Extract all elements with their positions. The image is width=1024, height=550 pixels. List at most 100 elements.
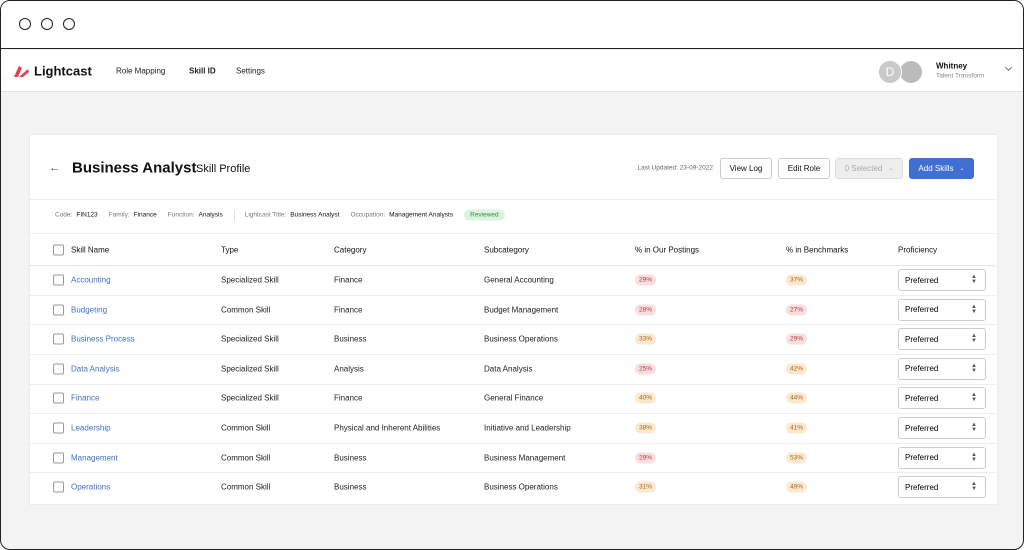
skill-link[interactable]: Finance bbox=[71, 393, 100, 403]
select-arrows: ▲ ▼ bbox=[971, 274, 977, 285]
meta-value: Business Analyst bbox=[290, 211, 340, 219]
skill-link[interactable]: Management bbox=[71, 453, 118, 463]
proficiency-select[interactable]: Preferred ▲ ▼ bbox=[898, 476, 986, 499]
cell-text: Initiative and Leadership bbox=[484, 423, 571, 433]
avatar bbox=[899, 60, 923, 84]
meta-label: Lightcast Title: bbox=[244, 211, 287, 219]
column-header: Proficiency bbox=[898, 245, 938, 255]
percent-badge: 28% bbox=[635, 304, 657, 316]
select-value: Preferred bbox=[905, 305, 939, 315]
avatar[interactable]: D bbox=[878, 60, 902, 84]
cell-text: Specialized Skill bbox=[221, 393, 279, 403]
select-arrows: ▲ ▼ bbox=[971, 362, 977, 374]
percent-badge: 41% bbox=[786, 422, 808, 434]
nav-link[interactable]: Role Mapping bbox=[116, 66, 166, 76]
skill-link[interactable]: Accounting bbox=[71, 275, 111, 285]
meta-value: FIN123 bbox=[76, 211, 98, 219]
brand: Lightcast bbox=[34, 63, 92, 79]
cell-text: Physical and Inherent Abilities bbox=[334, 423, 441, 433]
cell-text: Business Management bbox=[484, 453, 566, 463]
checkbox[interactable] bbox=[53, 274, 64, 286]
separator bbox=[233, 210, 235, 220]
column-header: Type bbox=[221, 245, 239, 255]
checkbox[interactable] bbox=[53, 481, 64, 493]
cell-text: Specialized Skill bbox=[221, 334, 279, 344]
percent-badge: 49% bbox=[786, 481, 808, 493]
divider bbox=[30, 265, 996, 266]
column-header: Subcategory bbox=[484, 245, 529, 255]
divider bbox=[30, 442, 996, 444]
cell-text: Finance bbox=[334, 275, 363, 285]
skill-link[interactable]: Business Process bbox=[71, 334, 135, 344]
cell-text: General Finance bbox=[484, 393, 544, 403]
status-badge: Reviewed bbox=[464, 209, 505, 221]
checkbox[interactable] bbox=[53, 244, 64, 256]
user-name: Whitney bbox=[936, 61, 968, 71]
percent-badge: 44% bbox=[786, 392, 808, 404]
window-button[interactable] bbox=[41, 18, 53, 30]
proficiency-select[interactable]: Preferred ▲ ▼ bbox=[898, 269, 986, 291]
percent-badge: 33% bbox=[635, 333, 657, 345]
divider bbox=[30, 354, 996, 355]
divider bbox=[30, 233, 996, 234]
button-label: Edit Role bbox=[787, 164, 821, 173]
meta-value: Management Analysts bbox=[389, 211, 454, 219]
cell-text: Business bbox=[334, 334, 367, 344]
column-header: % in Our Postings bbox=[635, 245, 700, 255]
column-header: % in Benchmarks bbox=[786, 245, 849, 255]
select-value: Preferred bbox=[905, 364, 939, 374]
proficiency-select[interactable]: Preferred ▲ ▼ bbox=[898, 417, 986, 439]
skill-link[interactable]: Leadership bbox=[71, 423, 111, 433]
checkbox[interactable] bbox=[53, 333, 64, 345]
button[interactable]: View Log bbox=[720, 158, 772, 179]
button-label: View Log bbox=[729, 164, 763, 173]
checkbox[interactable] bbox=[53, 452, 64, 464]
percent-badge: 27% bbox=[786, 304, 808, 316]
percent-badge: 29% bbox=[635, 274, 657, 286]
cell-text: Business bbox=[334, 482, 367, 492]
button-label: 0 Selected bbox=[844, 164, 883, 173]
nav-link[interactable]: Skill ID bbox=[189, 66, 216, 76]
button[interactable]: Add Skills ⌄ bbox=[909, 158, 974, 179]
cell-text: Common Skill bbox=[221, 453, 271, 463]
button: 0 Selected ⌄ bbox=[835, 158, 903, 179]
back-button[interactable]: ← bbox=[49, 162, 60, 174]
checkbox[interactable] bbox=[53, 392, 64, 404]
button[interactable]: Edit Role bbox=[778, 158, 830, 179]
skill-link[interactable]: Budgeting bbox=[71, 305, 108, 315]
checkbox[interactable] bbox=[53, 422, 64, 434]
checkbox[interactable] bbox=[53, 304, 64, 316]
meta-value: Analysis bbox=[198, 211, 223, 219]
proficiency-select[interactable]: Preferred ▲ ▼ bbox=[898, 357, 986, 380]
select-arrows: ▲ ▼ bbox=[971, 333, 977, 345]
window-button[interactable] bbox=[63, 18, 75, 30]
chevron: ⌄ bbox=[959, 166, 965, 172]
nav-link[interactable]: Settings bbox=[236, 66, 265, 76]
window-chrome bbox=[1, 1, 1023, 49]
skill-link[interactable]: Operations bbox=[71, 482, 111, 492]
select-value: Preferred bbox=[905, 275, 939, 285]
logo-icon bbox=[14, 66, 29, 77]
skill-link[interactable]: Data Analysis bbox=[71, 364, 120, 374]
window-button[interactable] bbox=[19, 18, 31, 30]
button-label: Add Skills bbox=[918, 164, 954, 173]
proficiency-select[interactable]: Preferred ▲ ▼ bbox=[898, 328, 986, 351]
cell-text: Specialized Skill bbox=[221, 275, 279, 285]
select-value: Preferred bbox=[905, 453, 939, 463]
last-updated: Last Updated: 23-09-2022 bbox=[637, 164, 713, 172]
user-org: Talent Transform bbox=[936, 72, 985, 80]
meta-label: Function: bbox=[167, 211, 195, 219]
cell-text: Business bbox=[334, 453, 367, 463]
divider bbox=[30, 383, 996, 385]
checkbox[interactable] bbox=[53, 363, 64, 375]
divider bbox=[30, 294, 996, 296]
meta-label: Occupation: bbox=[350, 211, 386, 219]
cell-text: Data Analysis bbox=[484, 364, 533, 374]
cell-text: Budget Management bbox=[484, 305, 559, 315]
proficiency-select[interactable]: Preferred ▲ ▼ bbox=[898, 387, 986, 410]
proficiency-select[interactable]: Preferred ▲ ▼ bbox=[898, 446, 986, 469]
select-value: Preferred bbox=[905, 393, 939, 403]
proficiency-select[interactable]: Preferred ▲ ▼ bbox=[898, 298, 986, 321]
cell-text: Specialized Skill bbox=[221, 364, 279, 374]
page-subtitle: Skill Profile bbox=[196, 163, 251, 175]
